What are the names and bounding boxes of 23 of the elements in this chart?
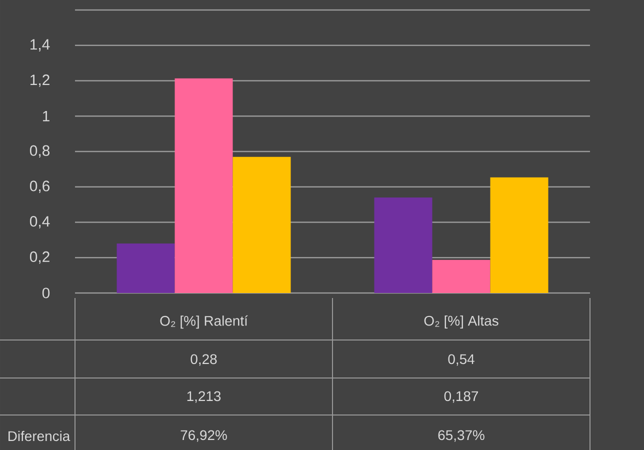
y-tick-label: 0,8	[30, 145, 50, 158]
data-label: 0,187	[444, 391, 478, 403]
data-label: 65,37%	[438, 430, 484, 442]
bar	[490, 177, 548, 293]
data-label: 76,92%	[180, 430, 227, 442]
bar	[116, 243, 175, 293]
bar	[374, 197, 432, 293]
data-label: 1,213	[187, 391, 221, 403]
y-tick-label: 1	[42, 110, 50, 122]
x-tick-label: O₂ [%] Ralentí	[160, 315, 248, 329]
data-label: 0,28	[190, 354, 217, 366]
text: Diferencia	[8, 430, 70, 442]
x-tick-label: O₂ [%] Altas	[424, 315, 498, 328]
data-label: 0,54	[448, 354, 474, 366]
bar	[232, 156, 291, 293]
bar	[432, 260, 490, 293]
bar	[174, 78, 233, 293]
y-tick-label: 0,4	[30, 216, 50, 228]
y-tick-label: 0	[42, 288, 50, 298]
y-tick-label: 0,2	[30, 251, 50, 264]
y-tick-label: 0,6	[30, 180, 50, 194]
y-tick-label: 1,2	[30, 74, 50, 87]
y-tick-label: 1,4	[30, 39, 50, 52]
